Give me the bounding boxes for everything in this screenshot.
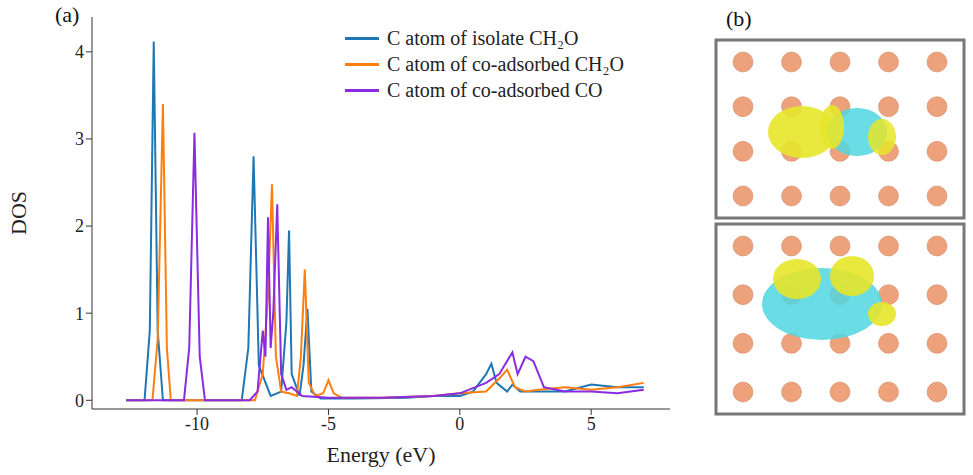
html-text:C atom of co-adsorbed CH₂O: C atom of co-adsorbed CH₂O — [387, 53, 624, 75]
svg-text:-5: -5 — [321, 414, 336, 434]
html-text:C atom of co-adsorbed CO: C atom of co-adsorbed CO — [387, 79, 603, 101]
svg-text:0: 0 — [75, 391, 84, 411]
svg-text:-10: -10 — [185, 414, 209, 434]
html-text:(b): (b) — [726, 6, 752, 31]
svg-text:5: 5 — [587, 414, 596, 434]
svg-text:Energy (eV): Energy (eV) — [327, 442, 436, 467]
html-text:C atom of isolate CH₂O: C atom of isolate CH₂O — [387, 27, 579, 49]
svg-text:0: 0 — [455, 414, 464, 434]
svg-text:4: 4 — [75, 42, 84, 62]
svg-text:1: 1 — [75, 304, 84, 324]
html-text:(a): (a) — [55, 2, 80, 27]
svg-text:3: 3 — [75, 129, 84, 149]
svg-text:2: 2 — [75, 216, 84, 236]
svg-text:DOS: DOS — [6, 191, 31, 235]
